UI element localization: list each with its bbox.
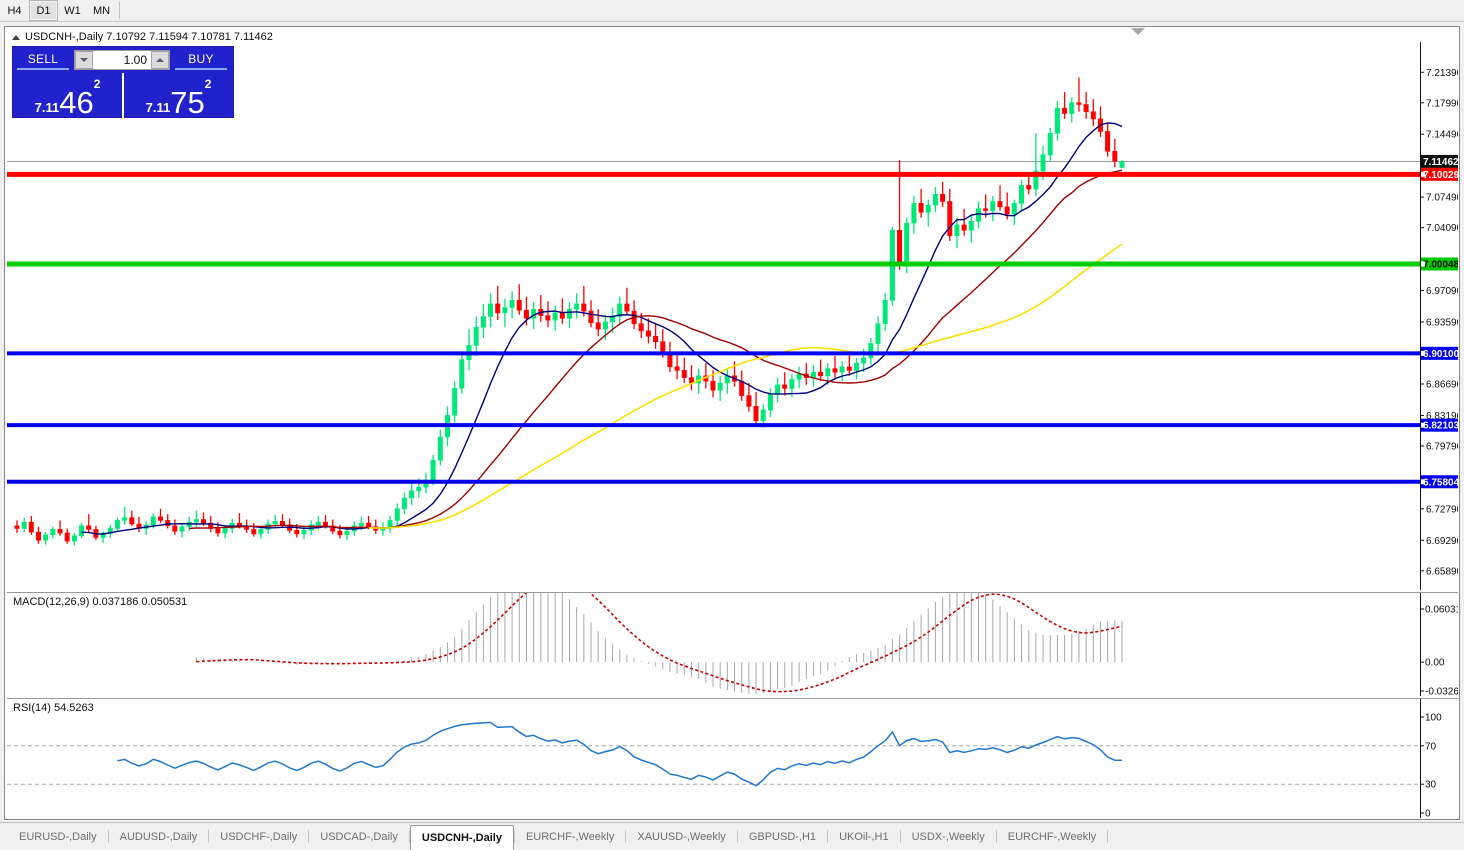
svg-text:100: 100 bbox=[1425, 713, 1442, 724]
sell-price-fraction: 2 bbox=[93, 77, 101, 91]
svg-text:6.69290: 6.69290 bbox=[1426, 536, 1458, 547]
svg-text:6.82103: 6.82103 bbox=[1423, 421, 1458, 432]
svg-text:30: 30 bbox=[1425, 780, 1437, 791]
rsi-scale: 100 70 30 0 bbox=[1420, 699, 1458, 818]
price-pane[interactable]: 7.21390 7.17990 7.14490 7.07490 7.04090 6.970… bbox=[7, 42, 1458, 590]
buy-price-prefix: 7.11 bbox=[145, 100, 171, 115]
chart-tab-usdxweekly[interactable]: USDX-,Weekly bbox=[911, 830, 985, 843]
svg-text:7.17990: 7.17990 bbox=[1426, 98, 1458, 109]
tab-divider bbox=[513, 830, 515, 843]
chevron-down-icon bbox=[80, 58, 88, 62]
chart-tab-bar[interactable]: EURUSD-,Daily AUDUSD-,Daily USDCHF-,Daily U… bbox=[0, 822, 1464, 850]
timeframe-d1[interactable]: D1 bbox=[29, 0, 58, 21]
svg-text:6.86690: 6.86690 bbox=[1426, 379, 1458, 390]
svg-text:0: 0 bbox=[1425, 809, 1431, 819]
chart-tab-gbpusdh1[interactable]: GBPUSD-,H1 bbox=[748, 830, 817, 843]
chart-symbol-ohlc: USDCNH-,Daily 7.10792 7.11594 7.10781 7.… bbox=[25, 31, 273, 43]
tab-divider bbox=[1107, 830, 1109, 843]
svg-text:7.21390: 7.21390 bbox=[1426, 68, 1458, 79]
chart-title-bar: USDCNH-,Daily 7.10792 7.11594 7.10781 7.… bbox=[12, 30, 273, 44]
tab-divider bbox=[208, 830, 210, 843]
timeframe-h4[interactable]: H4 bbox=[0, 0, 29, 21]
svg-text:7.04090: 7.04090 bbox=[1426, 223, 1458, 234]
chart-frame: USDCNH-,Daily 7.10792 7.11594 7.10781 7.… bbox=[4, 26, 1460, 820]
timeframe-toolbar: H4 D1 W1 MN bbox=[0, 0, 1464, 22]
macd-pane[interactable]: MACD(12,26,9) 0.037186 0.050531 0.060317… bbox=[7, 592, 1458, 698]
chart-tab-eurchfweekly[interactable]: EURCHF-,Weekly bbox=[1007, 830, 1097, 843]
chart-tab-eurusddaily[interactable]: EURUSD-,Daily bbox=[19, 830, 97, 843]
buy-price-fraction: 2 bbox=[204, 77, 212, 91]
tab-divider bbox=[408, 830, 410, 843]
rsi-label: RSI(14) 54.5263 bbox=[13, 702, 94, 714]
macd-svg bbox=[195, 593, 1123, 695]
chart-tab-usdcnhdaily[interactable]: USDCNH-,Daily bbox=[409, 825, 514, 850]
svg-text:7.14490: 7.14490 bbox=[1426, 130, 1458, 141]
octp-controls: SELL 1.00 BUY bbox=[13, 47, 233, 73]
volume-decrement-button[interactable] bbox=[75, 51, 93, 69]
volume-input[interactable]: 1.00 bbox=[74, 50, 170, 70]
svg-text:-0.032648: -0.032648 bbox=[1425, 687, 1458, 698]
chart-tab-audusddaily[interactable]: AUDUSD-,Daily bbox=[119, 830, 198, 843]
sell-price-main: 46 bbox=[59, 85, 94, 120]
tab-divider bbox=[625, 830, 627, 843]
tab-divider bbox=[827, 830, 829, 843]
svg-text:0.00: 0.00 bbox=[1425, 658, 1445, 669]
price-scale[interactable]: 7.21390 7.17990 7.14490 7.07490 7.04090 6.970… bbox=[1420, 42, 1458, 590]
timeframe-mn[interactable]: MN bbox=[87, 0, 116, 21]
volume-value[interactable]: 1.00 bbox=[123, 53, 147, 67]
macd-label: MACD(12,26,9) 0.037186 0.050531 bbox=[13, 596, 188, 608]
chevron-up-icon bbox=[156, 58, 164, 62]
collapse-triangle-icon[interactable] bbox=[12, 34, 20, 40]
svg-text:0.060317: 0.060317 bbox=[1425, 605, 1458, 616]
svg-text:6.65890: 6.65890 bbox=[1426, 566, 1458, 577]
svg-text:7.10029: 7.10029 bbox=[1423, 170, 1458, 181]
svg-text:7.11462: 7.11462 bbox=[1423, 157, 1458, 168]
chart-tab-xauusdweekly[interactable]: XAUUSD-,Weekly bbox=[637, 830, 726, 843]
tab-divider bbox=[736, 830, 738, 843]
octp-quotes: 7.11 46 2 7.11 75 2 bbox=[13, 73, 233, 119]
sell-price[interactable]: 7.11 46 2 bbox=[13, 73, 122, 119]
sell-price-prefix: 7.11 bbox=[34, 100, 60, 115]
svg-text:7.07490: 7.07490 bbox=[1426, 193, 1458, 204]
volume-increment-button[interactable] bbox=[151, 51, 169, 69]
tab-divider bbox=[107, 830, 109, 843]
chart-tab-usdcaddaily[interactable]: USDCAD-,Daily bbox=[320, 830, 398, 843]
price-plot[interactable] bbox=[7, 42, 1422, 590]
macd-plot[interactable] bbox=[7, 593, 1422, 696]
svg-text:6.79790: 6.79790 bbox=[1426, 441, 1458, 452]
chart-shift-marker-icon[interactable] bbox=[1131, 28, 1145, 35]
tab-divider bbox=[308, 830, 310, 843]
svg-text:6.72790: 6.72790 bbox=[1426, 504, 1458, 515]
svg-text:6.93590: 6.93590 bbox=[1426, 317, 1458, 328]
candlestick-svg bbox=[7, 77, 1422, 546]
macd-scale: 0.060317 0.00 -0.032648 bbox=[1420, 593, 1458, 698]
svg-text:6.97090: 6.97090 bbox=[1426, 286, 1458, 297]
buy-price[interactable]: 7.11 75 2 bbox=[122, 73, 233, 119]
rsi-plot[interactable] bbox=[7, 699, 1422, 818]
chart-tab-ukoilh1[interactable]: UKOil-,H1 bbox=[839, 830, 889, 843]
svg-text:6.75804: 6.75804 bbox=[1423, 477, 1458, 488]
buy-price-main: 75 bbox=[170, 85, 205, 120]
chart-tab-eurchfweekly[interactable]: EURCHF-,Weekly bbox=[525, 830, 615, 843]
chart-tab-usdchfdaily[interactable]: USDCHF-,Daily bbox=[220, 830, 298, 843]
svg-text:6.90100: 6.90100 bbox=[1423, 349, 1458, 360]
tab-divider bbox=[899, 830, 901, 843]
sell-button[interactable]: SELL bbox=[17, 50, 69, 70]
timeframe-w1[interactable]: W1 bbox=[58, 0, 87, 21]
rsi-pane[interactable]: RSI(14) 54.5263 100 70 30 0 bbox=[7, 698, 1458, 818]
svg-text:7.00048: 7.00048 bbox=[1423, 259, 1458, 270]
chart-canvas[interactable]: USDCNH-,Daily 7.10792 7.11594 7.10781 7.… bbox=[6, 28, 1458, 818]
buy-button[interactable]: BUY bbox=[175, 50, 227, 70]
one-click-trading-panel[interactable]: SELL 1.00 BUY 7.11 46 2 7.11 75 2 bbox=[12, 46, 234, 119]
svg-text:6.83190: 6.83190 bbox=[1426, 411, 1458, 422]
tab-divider bbox=[995, 830, 997, 843]
svg-text:70: 70 bbox=[1425, 741, 1437, 752]
toolbar-divider bbox=[119, 2, 120, 19]
rsi-svg bbox=[7, 721, 1422, 787]
